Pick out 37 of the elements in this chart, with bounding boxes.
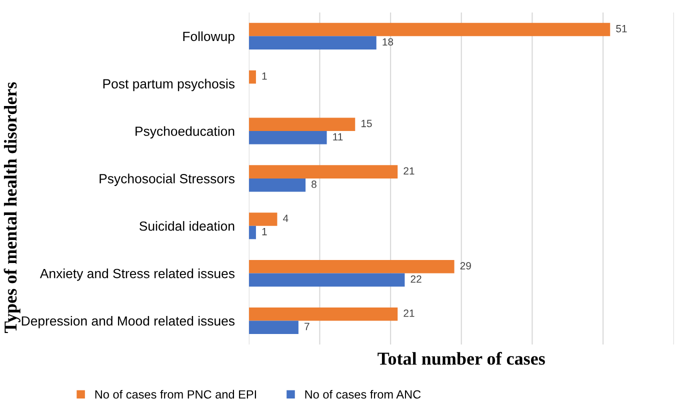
data-label: 7 — [304, 322, 310, 330]
data-label: 15 — [361, 120, 372, 128]
data-label: 8 — [312, 180, 316, 188]
data-label: 1 — [262, 72, 267, 80]
y-tick-label: Anxiety and Stress related issues — [40, 268, 235, 281]
data-label: 4 — [283, 214, 288, 222]
data-label: 11 — [333, 133, 343, 140]
legend-label: No of cases from ANC — [305, 390, 421, 399]
bar — [248, 131, 327, 144]
x-axis-title: Total number of cases — [378, 352, 545, 365]
legend-label: No of cases from PNC and EPI — [95, 390, 256, 399]
bar — [248, 118, 356, 132]
data-label: 21 — [404, 167, 414, 175]
y-tick-label: Psychosocial Stressors — [100, 174, 235, 186]
y-tick-label: Suicidal ideation — [140, 221, 234, 231]
bar — [248, 320, 298, 334]
bar — [248, 260, 454, 274]
bar — [248, 22, 610, 36]
bar — [248, 226, 256, 240]
y-tick-label: Post partum psychosis — [103, 78, 235, 92]
y-tick-label: Depression and Mood related issues — [22, 316, 235, 328]
data-label: 29 — [460, 262, 471, 270]
data-label: 1 — [262, 228, 267, 236]
data-label: 18 — [382, 38, 394, 46]
data-label: 21 — [404, 310, 414, 317]
data-label: 22 — [410, 275, 422, 283]
bar — [248, 307, 398, 321]
bar — [248, 273, 405, 287]
bar — [248, 212, 278, 226]
y-tick-label: Followup — [183, 31, 234, 44]
y-axis-title: Types of mental health disorders — [4, 82, 20, 333]
y-tick-label: Psychoeducation — [136, 126, 234, 139]
data-label: 51 — [616, 25, 627, 32]
bar — [248, 70, 256, 84]
bar — [248, 165, 398, 178]
bar — [248, 36, 376, 50]
bar — [248, 178, 306, 192]
